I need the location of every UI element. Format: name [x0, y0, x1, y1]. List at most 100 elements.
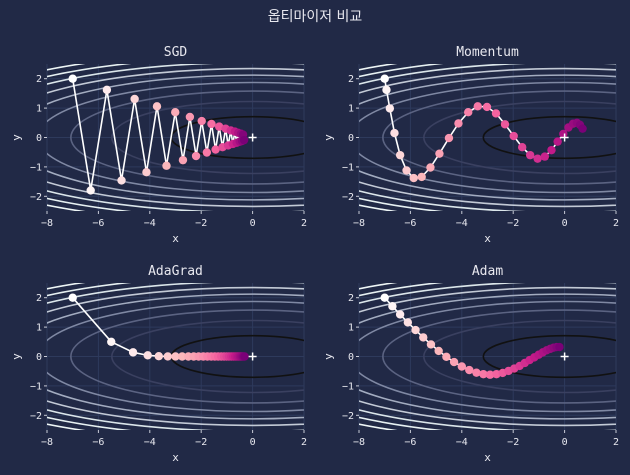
x-tick-label: −2 [195, 218, 207, 229]
y-tick-label: 0 [348, 352, 354, 363]
x-tick-label: −4 [144, 218, 156, 229]
path-point [214, 122, 224, 131]
path-point [171, 108, 180, 117]
x-tick-label: 0 [250, 437, 256, 448]
path-point [380, 74, 389, 83]
path-point [426, 340, 436, 349]
path-point [454, 119, 463, 128]
path-point [382, 85, 391, 95]
y-tick-label: −1 [30, 162, 42, 173]
path-point [555, 342, 564, 352]
path-point [163, 352, 172, 361]
path-point [540, 152, 550, 161]
contour-level [359, 300, 616, 413]
path-point [465, 365, 474, 375]
minimum-marker [248, 352, 257, 361]
path-point [517, 143, 527, 152]
path-point [402, 166, 411, 175]
optimizer-path [380, 293, 564, 379]
contour-level [423, 319, 616, 394]
contour-level [47, 81, 304, 194]
y-tick-label: 2 [348, 293, 354, 304]
contour-level [359, 74, 616, 201]
y-tick-label: 2 [36, 74, 42, 85]
minimum-marker [560, 133, 569, 142]
contour-level [47, 74, 304, 201]
y-tick-label: 1 [348, 323, 354, 334]
y-axis-label: y [322, 353, 335, 360]
path-point [395, 150, 405, 160]
path-point [143, 351, 152, 360]
path-point [171, 352, 180, 361]
path-point [207, 119, 216, 129]
path-point [154, 352, 163, 361]
path-point [240, 352, 249, 361]
path-point [553, 137, 562, 146]
contour-lines [359, 283, 616, 430]
x-tick-label: 2 [301, 437, 307, 448]
x-axis-label: x [484, 451, 491, 464]
path-point [509, 131, 518, 141]
contour-level [359, 293, 616, 420]
path-point [479, 369, 488, 379]
panel-3: −8 −6 −4 −2 0 2 −2 −1 0 1 2 AdaGrad x y [10, 264, 307, 464]
path-point [525, 150, 535, 160]
y-tick-label: −2 [342, 192, 354, 203]
path-point [178, 155, 188, 165]
panel-title: Momentum [456, 45, 519, 60]
path-point [472, 368, 481, 377]
path-point [434, 346, 443, 356]
contour-level [47, 293, 304, 420]
path-point [482, 102, 492, 112]
x-tick-label: −4 [144, 437, 156, 448]
x-tick-label: −4 [456, 437, 468, 448]
y-tick-label: −2 [30, 411, 42, 422]
x-tick-label: −8 [41, 218, 53, 229]
path-point [211, 145, 220, 154]
path-point [409, 173, 418, 183]
path-point [102, 85, 112, 95]
path-point [485, 370, 495, 379]
y-axis-label: y [322, 134, 335, 141]
path-point [177, 352, 187, 361]
x-tick-label: 0 [562, 437, 568, 448]
optimizer-path [68, 74, 249, 195]
contour-lines [47, 64, 304, 211]
x-tick-label: 2 [613, 437, 619, 448]
x-tick-label: −8 [353, 218, 365, 229]
minimum-marker [560, 352, 569, 361]
figure-suptitle: 옵티마이저 비교 [268, 9, 363, 25]
path-point [533, 154, 542, 163]
x-tick-label: −6 [404, 437, 416, 448]
x-tick-label: −6 [92, 437, 104, 448]
y-tick-label: −1 [342, 162, 354, 173]
x-tick-label: −6 [404, 218, 416, 229]
path-point [162, 161, 171, 170]
path-point [449, 357, 459, 367]
path-point [500, 120, 510, 129]
path-point [578, 124, 587, 133]
path-point [130, 94, 139, 104]
path-point [191, 151, 201, 161]
path-point [473, 102, 482, 111]
x-tick-label: −8 [41, 437, 53, 448]
panel-title: SGD [164, 45, 188, 60]
path-point [185, 112, 195, 122]
contour-lines [359, 64, 616, 211]
path-point [68, 293, 77, 302]
path-point [411, 325, 420, 335]
path-point [390, 128, 399, 138]
minimum-marker [248, 133, 257, 142]
x-tick-label: 2 [613, 218, 619, 229]
path-point [68, 74, 77, 83]
x-tick-label: −4 [456, 218, 468, 229]
panel-title: AdaGrad [148, 264, 203, 279]
path-point [417, 172, 426, 182]
path-point [380, 293, 389, 302]
y-tick-label: −2 [342, 411, 354, 422]
y-tick-label: 1 [36, 323, 42, 334]
path-point [426, 163, 435, 172]
y-tick-label: 2 [36, 293, 42, 304]
y-tick-label: −1 [30, 381, 42, 392]
